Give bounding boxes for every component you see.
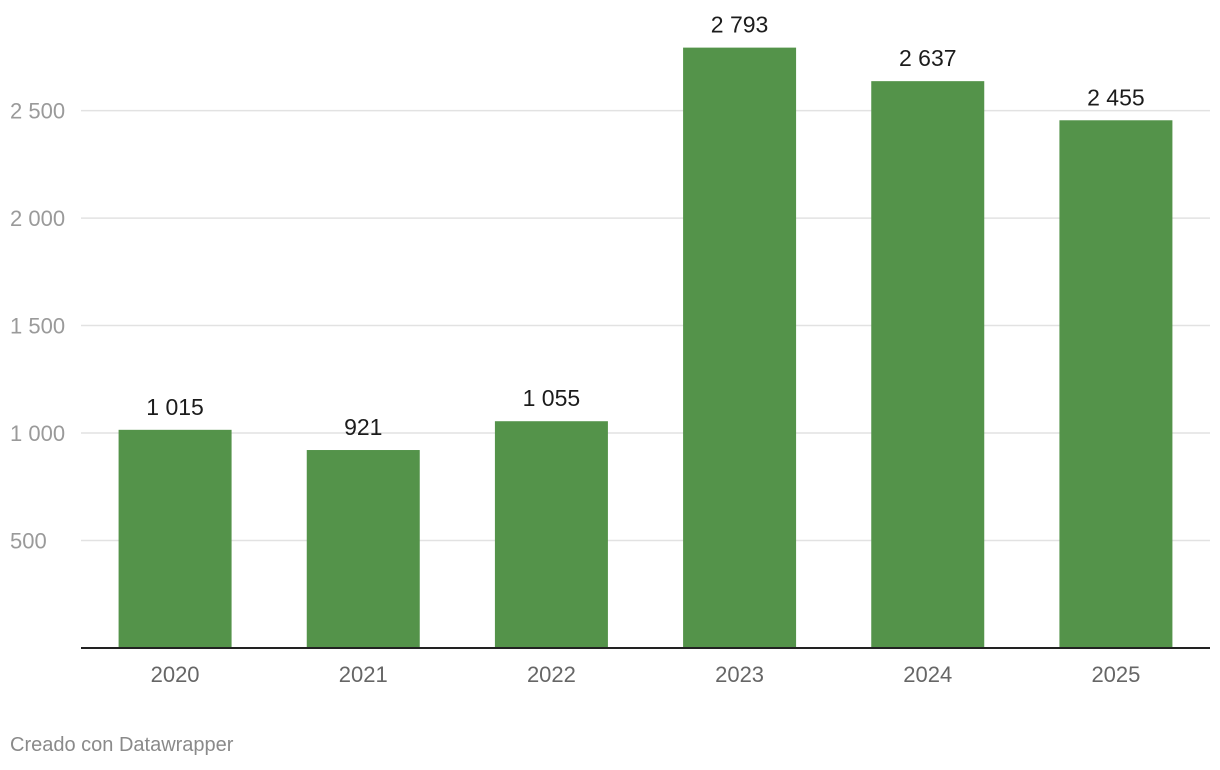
value-label-2021: 921 [344,414,382,440]
y-tick-label: 2 000 [10,206,65,231]
gridlines [81,109,1210,542]
value-labels: 1 015 921 1 055 2 793 2 637 2 455 [146,12,1144,440]
x-tick-label-2024: 2024 [903,662,952,687]
bar-2021 [306,450,420,648]
x-tick-label-2020: 2020 [151,662,200,687]
bar-2024 [871,81,985,648]
value-label-2023: 2 793 [711,12,769,38]
y-axis-labels: 500 1 000 1 500 2 000 2 500 [10,99,65,554]
y-tick-label: 1 000 [10,421,65,446]
bar-2022 [494,421,608,648]
x-tick-label-2022: 2022 [527,662,576,687]
x-tick-label-2025: 2025 [1091,662,1140,687]
value-label-2024: 2 637 [899,45,957,71]
value-label-2022: 1 055 [523,385,581,411]
y-tick-label: 500 [10,529,47,554]
value-label-2020: 1 015 [146,394,204,420]
bar-2020 [118,429,232,648]
y-tick-label: 1 500 [10,314,65,339]
x-axis-labels: 2020 2021 2022 2023 2024 2025 [151,662,1141,687]
value-label-2025: 2 455 [1087,84,1145,110]
x-tick-label-2021: 2021 [339,662,388,687]
bar-2025 [1059,120,1173,649]
bar-2023 [683,47,797,649]
y-tick-label: 2 500 [10,99,65,124]
x-tick-label-2023: 2023 [715,662,764,687]
bars [118,47,1173,649]
datawrapper-credit[interactable]: Creado con Datawrapper [10,734,234,756]
bar-chart: 500 1 000 1 500 2 000 2 500 1 015 921 1 055 2 7… [10,12,1210,687]
